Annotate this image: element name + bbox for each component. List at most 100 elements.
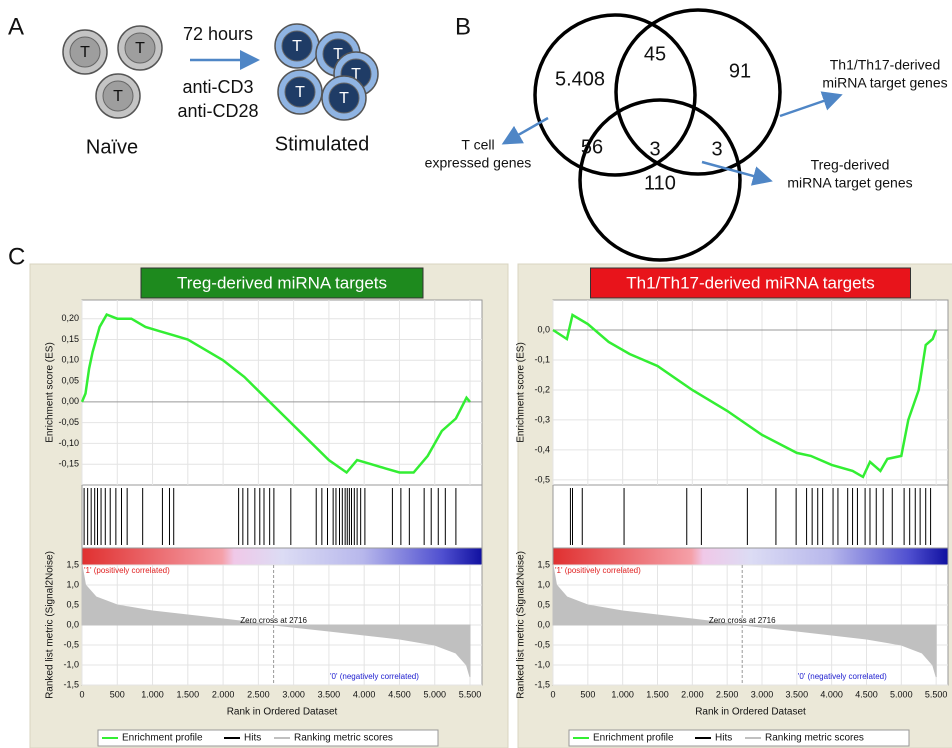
annotation: Zero cross at 2716 [709, 616, 776, 625]
x-tick-label: 500 [580, 689, 595, 699]
x-tick-label: 5.000 [423, 689, 446, 699]
x-tick-label: 2.000 [212, 689, 235, 699]
x-axis-label: Rank in Ordered Dataset [695, 707, 806, 718]
annotation: '1' (positively correlated) [555, 566, 641, 575]
x-tick-label: 1.500 [177, 689, 200, 699]
es-plot [82, 300, 482, 485]
chart-title: Th1/Th17-derived miRNA targets [626, 273, 875, 292]
x-tick-label: 0 [79, 689, 84, 699]
y-axis-label: Enrichment score (ES) [516, 342, 527, 443]
y-tick-label: -0,5 [534, 474, 550, 484]
y2-tick-label: 0,5 [537, 599, 550, 609]
hits-plot [82, 485, 482, 548]
cell-letter: T [292, 38, 302, 55]
color-bar [553, 548, 948, 565]
y-tick-label: -0,4 [534, 444, 550, 454]
stimulus: anti-CD3 [182, 77, 253, 97]
set-label: Treg-derived [811, 157, 890, 173]
cell-letter: T [80, 44, 90, 61]
y2-tick-label: 0,0 [66, 619, 79, 629]
es-plot [553, 300, 948, 485]
annotation: '0' (negatively correlated) [798, 672, 887, 681]
x-tick-label: 5.000 [890, 689, 913, 699]
x-tick-label: 3.000 [282, 689, 305, 699]
y-tick-label: -0,10 [58, 438, 79, 448]
legend-label: Hits [715, 733, 732, 744]
x-tick-label: 3.500 [318, 689, 341, 699]
y-tick-label: -0,1 [534, 354, 550, 364]
x-tick-label: 3.500 [786, 689, 809, 699]
venn-count: 56 [581, 136, 603, 158]
set-label: miRNA target genes [787, 175, 912, 191]
venn-count: 3 [711, 138, 722, 160]
venn-count: 45 [644, 43, 666, 65]
annotation: '1' (positively correlated) [84, 566, 170, 575]
y-tick-label: -0,2 [534, 384, 550, 394]
x-tick-label: 1.000 [611, 689, 634, 699]
x-tick-label: 0 [550, 689, 555, 699]
stimulus: anti-CD28 [177, 101, 258, 121]
venn-circle [616, 10, 780, 174]
venn-count: 5.408 [555, 68, 605, 90]
y-tick-label: -0,15 [58, 459, 79, 469]
legend-label: Ranking metric scores [765, 733, 864, 744]
y2-axis-label: Ranked list metric (Signal2Noise) [45, 551, 56, 699]
figure: A 72 hours anti-CD3 anti-CD28 Naïve Stim… [0, 0, 952, 748]
set-label: miRNA target genes [822, 75, 947, 91]
y-tick-label: 0,00 [61, 396, 79, 406]
x-tick-label: 2.500 [716, 689, 739, 699]
x-tick-label: 2.500 [247, 689, 270, 699]
y2-tick-label: 1,0 [537, 579, 550, 589]
color-bar [82, 548, 482, 565]
panel-label: B [455, 13, 471, 40]
y-tick-label: 0,05 [61, 375, 79, 385]
x-tick-label: 500 [110, 689, 125, 699]
y2-tick-label: 1,5 [66, 559, 79, 569]
x-tick-label: 4.500 [388, 689, 411, 699]
x-tick-label: 5.500 [459, 689, 482, 699]
y-tick-label: 0,15 [61, 334, 79, 344]
legend-label: Enrichment profile [593, 733, 674, 744]
x-tick-label: 5.500 [925, 689, 948, 699]
hits-plot [553, 485, 948, 548]
cell-letter: T [113, 88, 123, 105]
venn-count: 3 [649, 138, 660, 160]
y-axis-label: Enrichment score (ES) [45, 342, 56, 443]
x-tick-label: 1.500 [646, 689, 669, 699]
set-label: T cell [461, 137, 494, 153]
naive-label: Naïve [86, 136, 138, 158]
legend-label: Hits [244, 733, 261, 744]
legend-label: Enrichment profile [122, 733, 203, 744]
y2-axis-label: Ranked list metric (Signal2Noise) [516, 551, 527, 699]
set-label: expressed genes [425, 155, 532, 171]
arrow [780, 96, 838, 116]
annotation: Zero cross at 2716 [240, 616, 307, 625]
annotation: '0' (negatively correlated) [330, 672, 419, 681]
cell-letter: T [339, 90, 349, 107]
x-tick-label: 2.000 [681, 689, 704, 699]
legend-label: Ranking metric scores [294, 733, 393, 744]
stimulated-label: Stimulated [275, 133, 370, 155]
time-label: 72 hours [183, 24, 253, 44]
y2-tick-label: -0,5 [534, 639, 550, 649]
x-tick-label: 4.500 [855, 689, 878, 699]
set-label: Th1/Th17-derived [830, 57, 941, 73]
cell-letter: T [135, 40, 145, 57]
x-tick-label: 4.000 [820, 689, 843, 699]
y2-tick-label: -0,5 [63, 639, 79, 649]
y-tick-label: -0,05 [58, 417, 79, 427]
chart-title: Treg-derived miRNA targets [177, 273, 387, 292]
y2-tick-label: -1,5 [534, 679, 550, 689]
y2-tick-label: 0,0 [537, 619, 550, 629]
y-tick-label: 0,20 [61, 313, 79, 323]
venn-count: 91 [729, 60, 751, 82]
venn-count: 110 [644, 172, 676, 194]
x-tick-label: 1.000 [141, 689, 164, 699]
y2-tick-label: -1,0 [534, 659, 550, 669]
panel-label: A [8, 13, 24, 40]
y2-tick-label: 0,5 [66, 599, 79, 609]
y2-tick-label: 1,0 [66, 579, 79, 589]
x-tick-label: 3.000 [751, 689, 774, 699]
y2-tick-label: -1,5 [63, 679, 79, 689]
y-tick-label: 0,10 [61, 355, 79, 365]
